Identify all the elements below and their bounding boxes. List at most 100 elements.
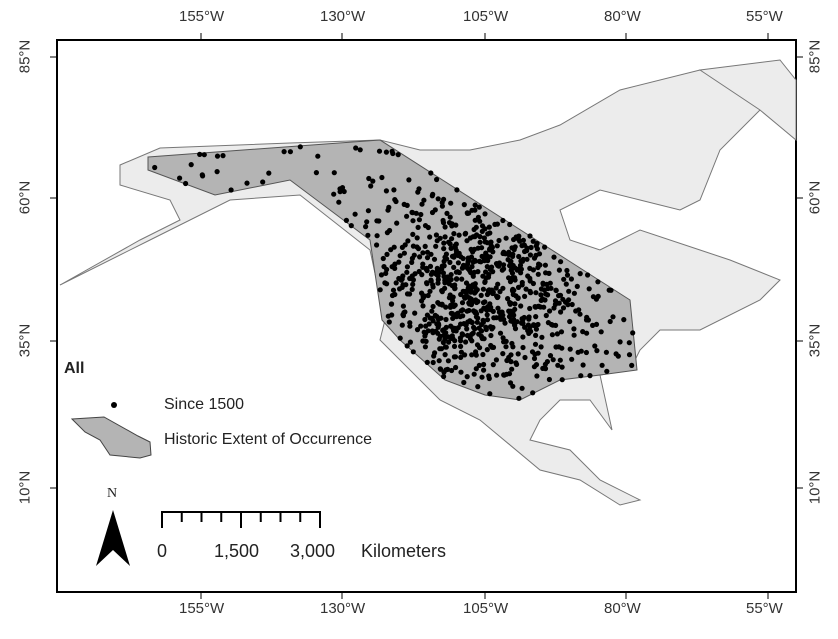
occurrence-point — [396, 259, 402, 265]
occurrence-point — [551, 254, 557, 260]
occurrence-point — [479, 223, 486, 229]
occurrence-point — [448, 200, 454, 206]
occurrence-point — [497, 289, 503, 295]
occurrence-point — [451, 231, 457, 237]
occurrence-point — [567, 318, 573, 325]
lat-label-right: 35°N — [806, 323, 824, 358]
occurrence-point — [432, 350, 438, 356]
occurrence-point — [586, 286, 592, 292]
occurrence-point — [464, 210, 471, 216]
occurrence-point — [452, 286, 458, 292]
occurrence-point — [152, 164, 158, 171]
occurrence-point — [490, 290, 496, 297]
occurrence-point — [482, 211, 488, 217]
occurrence-point — [557, 357, 563, 363]
occurrence-point — [522, 354, 528, 361]
occurrence-point — [435, 280, 441, 286]
occurrence-point — [384, 251, 390, 257]
occurrence-point — [465, 255, 471, 261]
north-arrow-icon — [96, 510, 130, 566]
occurrence-point — [493, 285, 499, 291]
occurrence-point — [524, 256, 530, 262]
lat-label-left: 10°N — [16, 470, 34, 505]
occurrence-point — [458, 369, 464, 375]
occurrence-point — [400, 273, 406, 279]
occurrence-point — [546, 376, 553, 383]
occurrence-point — [409, 286, 415, 292]
occurrence-point — [489, 264, 495, 270]
occurrence-point — [486, 224, 492, 230]
occurrence-point — [435, 196, 441, 202]
occurrence-point — [517, 262, 524, 268]
occurrence-point — [590, 294, 597, 300]
occurrence-point — [558, 309, 564, 315]
occurrence-point — [469, 331, 475, 337]
occurrence-points — [152, 144, 636, 401]
occurrence-point — [420, 303, 426, 309]
occurrence-point — [430, 303, 436, 310]
occurrence-point — [481, 361, 487, 368]
occurrence-point — [476, 362, 482, 368]
occurrence-point — [553, 322, 559, 328]
occurrence-point — [463, 339, 469, 345]
lon-label-bottom: 130°W — [320, 600, 366, 617]
lon-label-top: 105°W — [463, 8, 509, 25]
occurrence-point — [395, 152, 401, 158]
occurrence-point — [528, 244, 534, 251]
occurrence-point — [407, 339, 413, 345]
occurrence-point — [368, 183, 374, 189]
occurrence-point — [521, 242, 528, 248]
occurrence-point — [479, 335, 485, 342]
occurrence-point — [434, 238, 440, 244]
occurrence-point — [433, 232, 439, 238]
occurrence-point — [490, 362, 496, 368]
occurrence-point — [365, 208, 371, 214]
occurrence-point — [439, 203, 445, 209]
occurrence-point — [414, 244, 420, 250]
occurrence-point — [493, 315, 499, 321]
occurrence-point — [461, 321, 467, 327]
occurrence-point — [538, 344, 544, 350]
occurrence-point — [535, 271, 541, 277]
occurrence-point — [476, 325, 482, 331]
occurrence-point — [430, 330, 436, 336]
occurrence-point — [554, 331, 561, 337]
occurrence-point — [531, 322, 537, 328]
scale-label-1500: 1,500 — [214, 541, 260, 561]
occurrence-point — [505, 296, 511, 302]
occurrence-point — [508, 359, 514, 365]
occurrence-point — [370, 178, 376, 184]
occurrence-point — [515, 234, 521, 241]
occurrence-point — [409, 209, 415, 215]
occurrence-point — [483, 326, 489, 333]
occurrence-point — [514, 361, 520, 367]
occurrence-point — [515, 295, 521, 301]
occurrence-point — [444, 256, 450, 262]
occurrence-point — [424, 255, 431, 261]
occurrence-point — [177, 175, 183, 181]
occurrence-point — [598, 329, 604, 335]
occurrence-point — [364, 219, 370, 225]
occurrence-point — [477, 218, 483, 224]
occurrence-point — [480, 286, 486, 292]
occurrence-point — [594, 348, 600, 354]
occurrence-point — [500, 335, 506, 341]
occurrence-point — [429, 315, 435, 322]
occurrence-point — [407, 291, 413, 297]
occurrence-point — [374, 218, 380, 224]
occurrence-point — [424, 312, 430, 318]
occurrence-point — [527, 288, 533, 294]
scale-bar-line — [161, 511, 321, 528]
occurrence-point — [494, 243, 500, 249]
occurrence-point — [508, 352, 514, 358]
lat-label-right: 60°N — [806, 180, 824, 215]
occurrence-point — [459, 276, 465, 282]
occurrence-point — [469, 352, 475, 358]
occurrence-point — [565, 302, 571, 308]
occurrence-point — [393, 280, 399, 286]
occurrence-point — [474, 342, 481, 348]
occurrence-point — [481, 367, 487, 373]
occurrence-point — [419, 201, 425, 207]
occurrence-point — [353, 145, 359, 151]
occurrence-point — [608, 287, 614, 293]
